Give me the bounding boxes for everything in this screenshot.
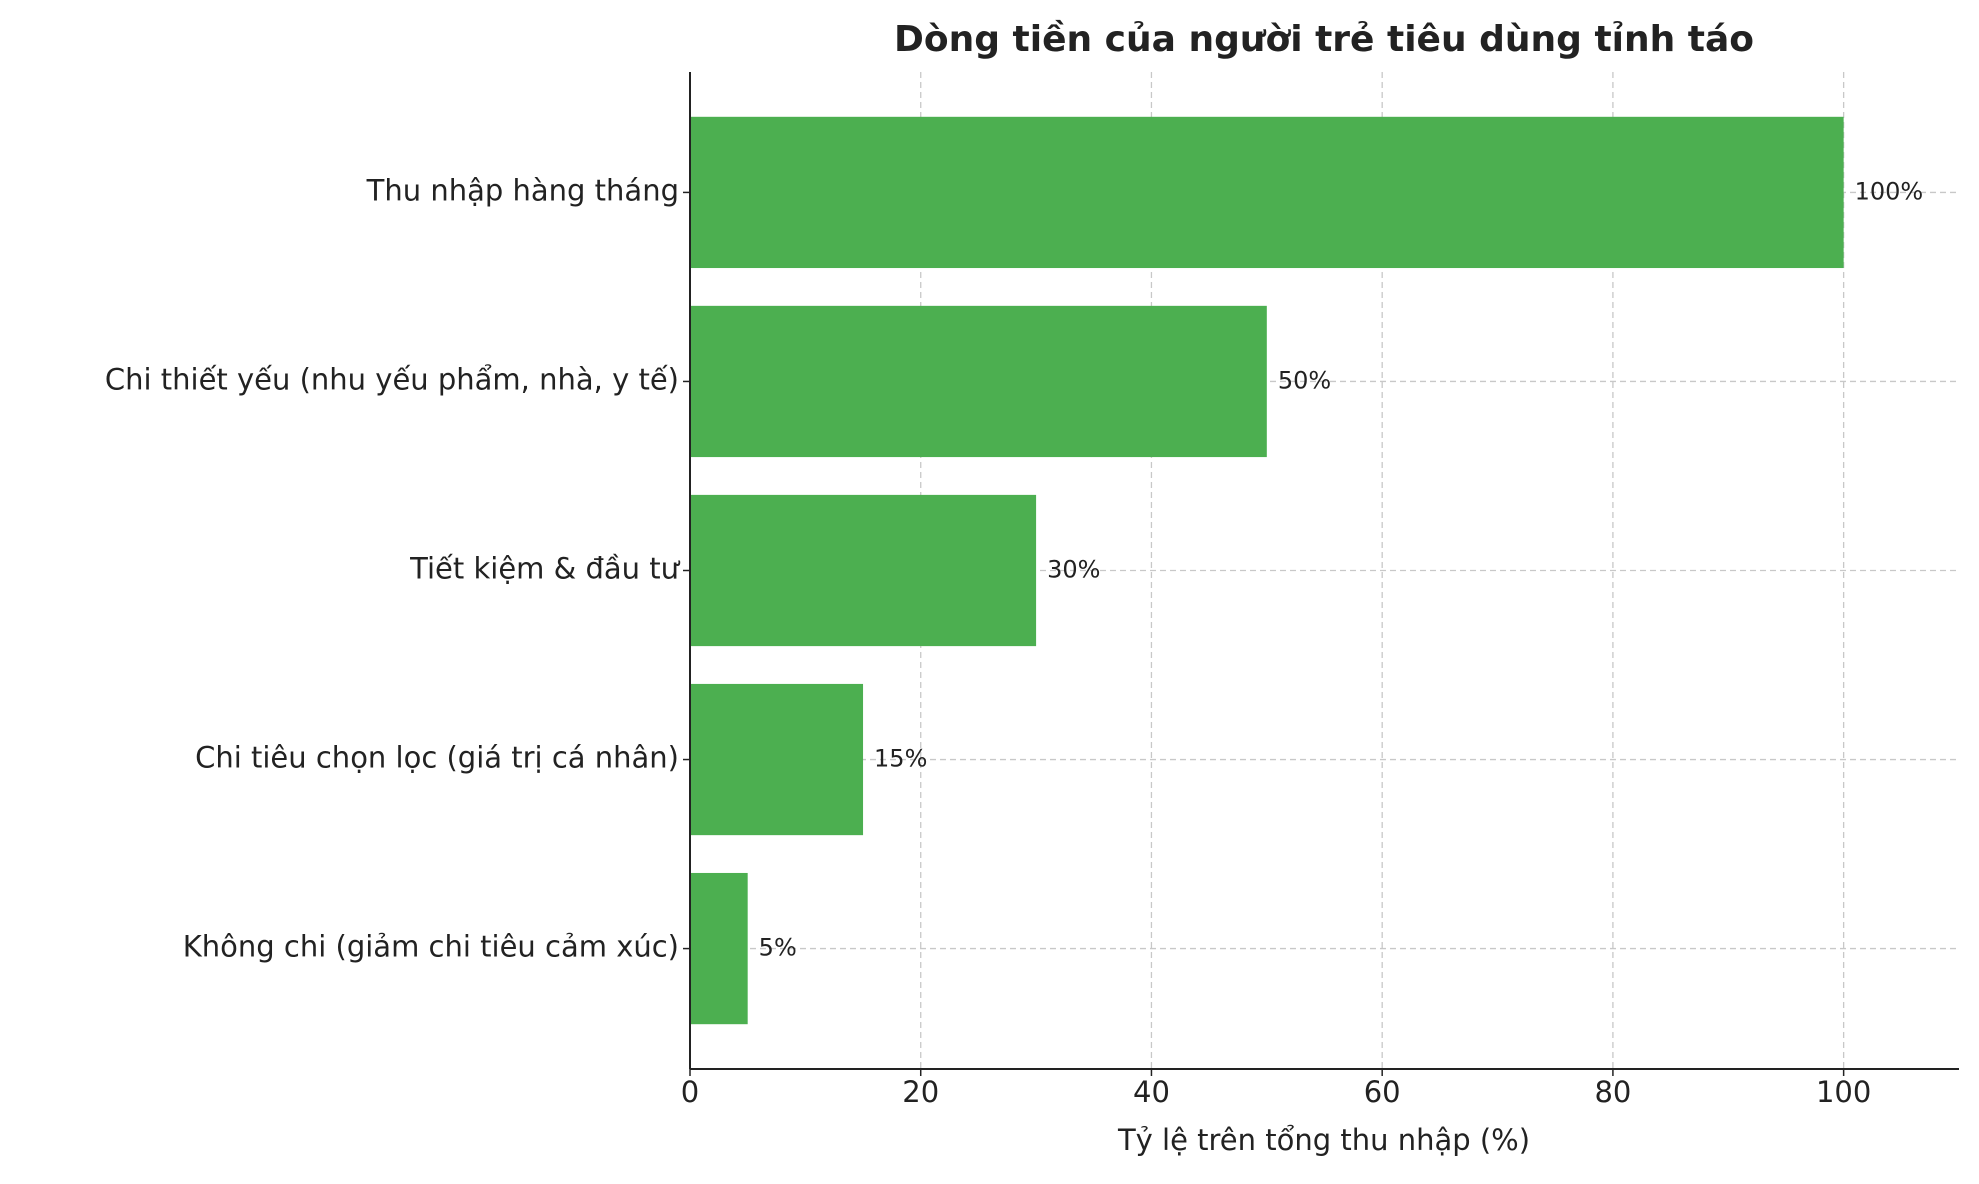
y-tick-label: Chi tiêu chọn lọc (giá trị cá nhân) (195, 741, 679, 775)
chart-title: Dòng tiền của người trẻ tiêu dùng tỉnh t… (894, 19, 1754, 60)
y-tick-label: Tiết kiệm & đầu tư (409, 552, 680, 586)
x-tick-label: 100 (1816, 1075, 1871, 1109)
bar (690, 683, 864, 836)
bar (690, 116, 1844, 269)
value-label: 30% (1047, 556, 1100, 584)
value-label: 100% (1855, 177, 1924, 205)
y-tick-label: Thu nhập hàng tháng (366, 173, 679, 207)
bar (690, 872, 748, 1025)
x-tick-label: 40 (1133, 1075, 1170, 1109)
x-tick-label: 80 (1594, 1075, 1631, 1109)
x-tick-label: 20 (902, 1075, 939, 1109)
value-label: 15% (874, 745, 927, 773)
y-tick-label: Chi thiết yếu (nhu yếu phẩm, nhà, y tế) (105, 362, 679, 396)
bar (690, 305, 1267, 458)
value-label: 50% (1278, 366, 1331, 394)
bar (690, 494, 1037, 647)
x-tick-label: 0 (681, 1075, 699, 1109)
x-axis-label: Tỷ lệ trên tổng thu nhập (%) (1117, 1123, 1530, 1157)
value-label: 5% (759, 934, 797, 962)
x-tick-label: 60 (1364, 1075, 1401, 1109)
y-tick-label: Không chi (giảm chi tiêu cảm xúc) (183, 930, 679, 964)
